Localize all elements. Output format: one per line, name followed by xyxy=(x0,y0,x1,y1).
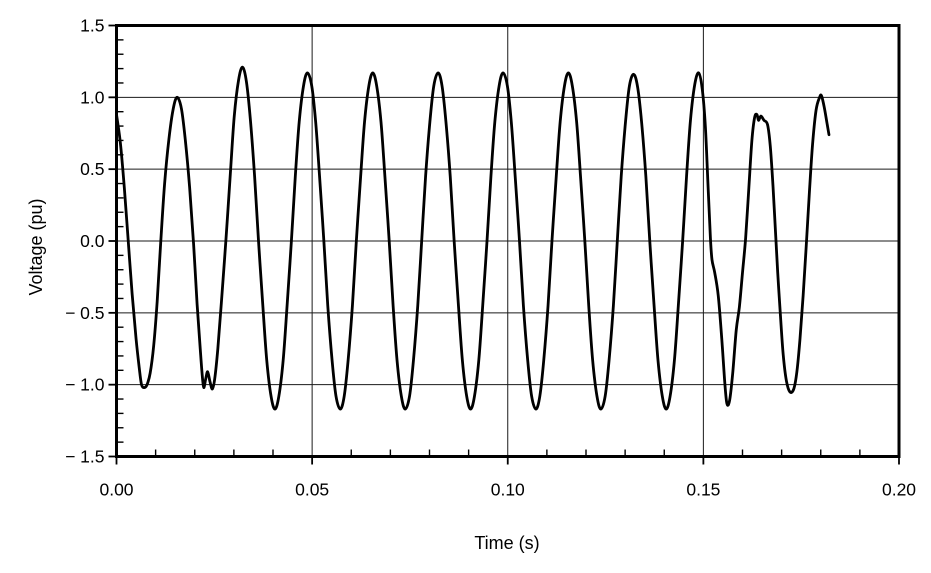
x-tick-label: 0.15 xyxy=(686,480,720,500)
y-tick-label: 0.5 xyxy=(80,159,104,179)
x-tick-label: 0.20 xyxy=(882,480,916,500)
voltage-waveform-line xyxy=(115,65,831,411)
x-tick-label: 0.05 xyxy=(295,480,329,500)
y-tick-label: − 1.5 xyxy=(65,447,104,467)
y-tick-label: − 1.0 xyxy=(65,375,105,395)
y-tick-label: − 0.5 xyxy=(65,303,104,323)
x-axis-title: Time (s) xyxy=(474,533,539,553)
x-tick-labels: 0.00 0.05 0.10 0.15 0.20 xyxy=(99,480,916,500)
axis-ticks xyxy=(108,24,900,465)
y-tick-label: 0.0 xyxy=(80,231,105,251)
y-axis-title: Voltage (pu) xyxy=(26,198,46,295)
y-tick-label: 1.0 xyxy=(80,87,105,107)
y-tick-labels: 1.5 1.0 0.5 0.0 − 0.5 − 1.0 − 1.5 xyxy=(65,16,105,467)
plot-frame xyxy=(115,24,901,458)
x-tick-label: 0.00 xyxy=(99,480,133,500)
y-tick-label: 1.5 xyxy=(80,16,104,36)
x-tick-label: 0.10 xyxy=(491,480,525,500)
